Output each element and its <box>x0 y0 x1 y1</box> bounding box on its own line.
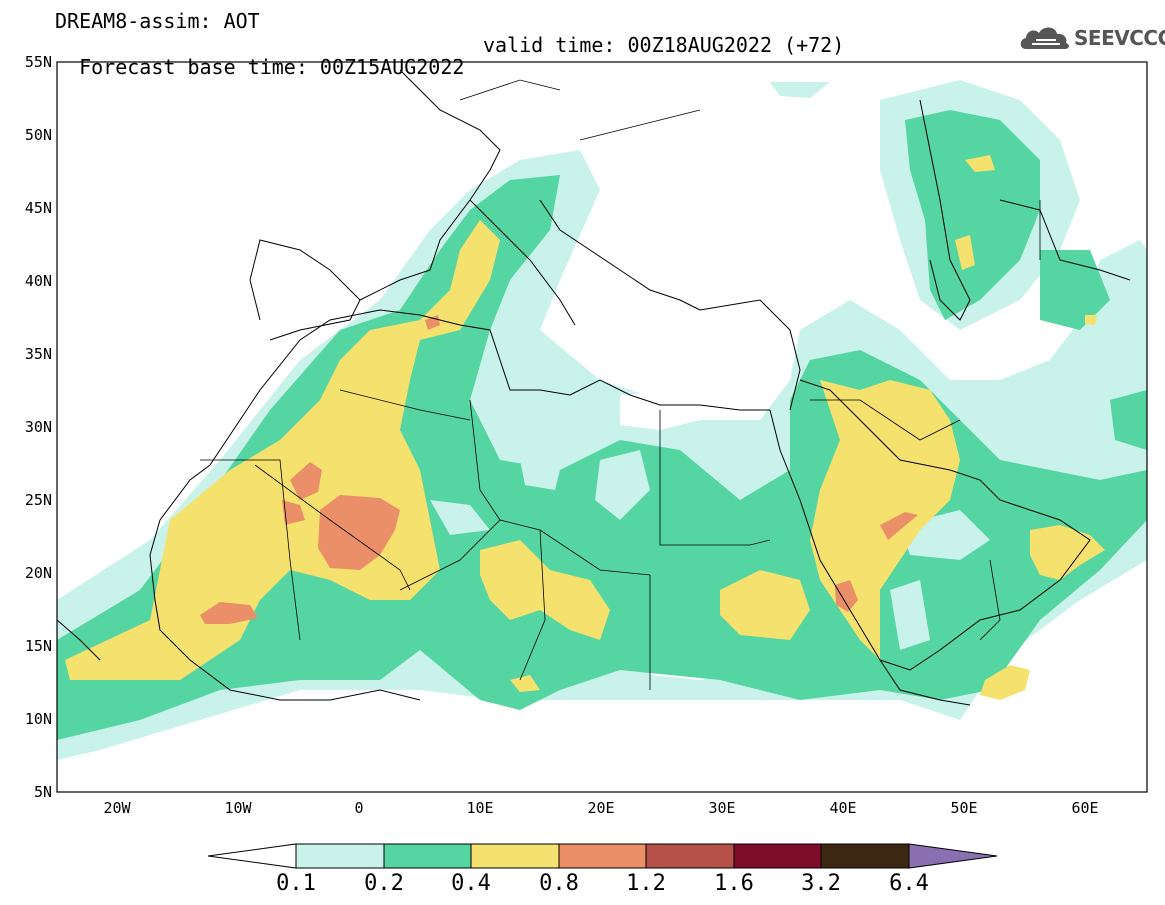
colorbar-segment-1.6 <box>733 843 822 869</box>
colorbar-label: 1.6 <box>714 871 754 896</box>
lat-label: 45N <box>24 199 52 217</box>
lon-label: 20W <box>103 799 131 817</box>
lat-label: 30N <box>24 418 52 436</box>
lat-label: 40N <box>24 272 52 290</box>
colorbar-segment-upper <box>908 843 998 869</box>
lon-label: 60E <box>1071 799 1099 817</box>
coastlines <box>57 69 1131 706</box>
colorbar-segment-0.2 <box>383 843 472 869</box>
lon-label: 40E <box>829 799 857 817</box>
aot-level-0.1-holes <box>430 450 990 650</box>
map-frame <box>56 61 1148 793</box>
colorbar-segment-0.4 <box>470 843 560 869</box>
lon-label: 20E <box>587 799 615 817</box>
lon-label: 30E <box>708 799 736 817</box>
seevccc-logo: SEEVCCC <box>1018 23 1165 53</box>
colorbar-label: 0.1 <box>276 871 316 896</box>
base-time-label: Forecast base time: 00Z15AUG2022 valid t… <box>55 34 844 100</box>
lat-label: 50N <box>24 126 52 144</box>
cloud-icon <box>1020 27 1069 49</box>
lat-label: 55N <box>24 53 52 71</box>
logo-text: SEEVCCC <box>1074 26 1165 50</box>
colorbar-label: 0.2 <box>364 871 404 896</box>
aot-level-0.8 <box>200 315 918 624</box>
colorbar-segment-0.8 <box>558 843 647 869</box>
lat-label: 20N <box>24 564 52 582</box>
colorbar-segment-0.1 <box>295 843 385 869</box>
colorbar <box>207 843 998 869</box>
valid-time-text: valid time: 00Z18AUG2022 (+72) <box>483 33 845 57</box>
borders <box>200 79 1041 690</box>
lat-label: 25N <box>24 491 52 509</box>
colorbar-label: 3.2 <box>801 871 841 896</box>
colorbar-label: 1.2 <box>626 871 666 896</box>
colorbar-label: 6.4 <box>889 871 929 896</box>
lon-label: 50E <box>950 799 978 817</box>
colorbar-segment-lower <box>207 843 297 869</box>
lat-label: 15N <box>24 637 52 655</box>
lat-label: 5N <box>33 783 52 801</box>
aot-fields <box>57 80 1147 760</box>
colorbar-label: 0.4 <box>451 871 491 896</box>
colorbar-label: 0.8 <box>539 871 579 896</box>
aot-level-0.4 <box>65 155 1105 700</box>
colorbar-segment-3.2 <box>820 843 910 869</box>
lon-label: 10E <box>466 799 494 817</box>
lon-label: 10W <box>224 799 252 817</box>
lon-label: 0 <box>354 799 364 817</box>
lat-label: 35N <box>24 345 52 363</box>
colorbar-segment-1.2 <box>645 843 735 869</box>
map-title: DREAM8-assim: AOT <box>55 9 260 33</box>
lat-label: 10N <box>24 710 52 728</box>
